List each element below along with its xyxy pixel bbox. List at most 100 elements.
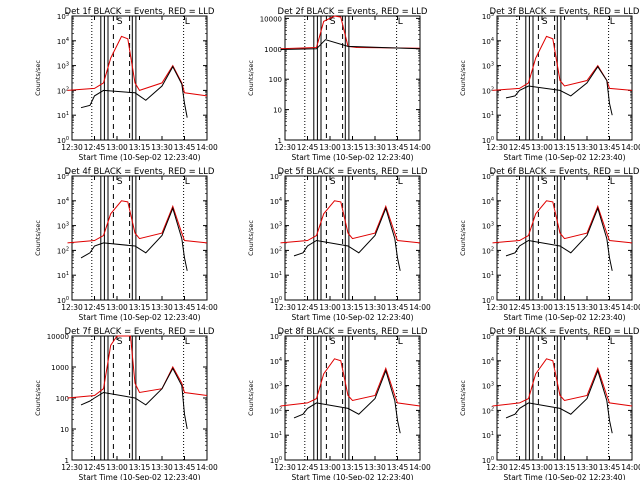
detector-panel: Det 9f BLACK = Events, RED = LLD 100 101 10… <box>459 327 640 480</box>
events-series-line <box>80 65 188 118</box>
detector-panel: Det 7f BLACK = Events, RED = LLD 1 10 100 10… <box>34 327 218 480</box>
x-tick-label: 13:15 <box>129 463 151 472</box>
end-label: L <box>398 177 403 187</box>
x-tick-label: 12:30 <box>486 463 508 472</box>
x-tick-label: 13:45 <box>174 303 196 312</box>
attenuator-label: S <box>330 337 336 347</box>
x-tick-label: 13:30 <box>576 463 598 472</box>
y-tick-label: 103 <box>482 222 494 231</box>
y-tick-label: 100 <box>482 296 494 305</box>
y-tick-label: 101 <box>270 271 282 280</box>
x-tick-label: 13:15 <box>342 463 364 472</box>
detector-panel: Det 4f BLACK = Events, RED = LLD 100 101 10… <box>34 167 218 322</box>
y-tick-label: 100 <box>270 456 282 465</box>
y-tick-label: 105 <box>482 172 494 181</box>
x-tick-label: 12:30 <box>274 143 296 152</box>
x-tick-label: 12:30 <box>486 143 508 152</box>
x-tick-label: 14:00 <box>409 303 431 312</box>
y-axis-label: Counts/sec <box>247 220 255 256</box>
y-tick-label: 100 <box>482 456 494 465</box>
y-tick-label: 105 <box>482 12 494 21</box>
y-axis-label: Counts/sec <box>247 380 255 416</box>
panel-title: Det 4f BLACK = Events, RED = LLD <box>65 167 215 177</box>
x-tick-label: 14:00 <box>409 143 431 152</box>
end-label: L <box>398 17 403 27</box>
panel-title: Det 5f BLACK = Events, RED = LLD <box>278 167 428 177</box>
y-tick-label: 10 <box>60 426 69 434</box>
y-axis-label: Counts/sec <box>459 220 467 256</box>
y-tick-label: 105 <box>57 172 69 181</box>
y-tick-label: 102 <box>57 246 69 255</box>
detector-panel: Det 3f BLACK = Events, RED = LLD 100 101 10… <box>459 7 640 162</box>
x-tick-label: 13:00 <box>106 143 128 152</box>
y-tick-label: 104 <box>270 197 282 206</box>
events-series-line <box>293 206 401 271</box>
x-tick-label: 13:30 <box>364 303 386 312</box>
x-axis-label: Start Time (10-Sep-02 12:23:40) <box>292 313 414 322</box>
x-tick-label: 13:45 <box>174 463 196 472</box>
x-tick-label: 14:00 <box>621 143 640 152</box>
y-tick-label: 102 <box>270 406 282 415</box>
x-tick-label: 13:00 <box>319 463 341 472</box>
y-tick-label: 100 <box>56 395 69 403</box>
x-tick-label: 14:00 <box>196 143 218 152</box>
end-label: L <box>185 337 190 347</box>
y-tick-label: 105 <box>482 332 494 341</box>
x-tick-label: 13:30 <box>364 463 386 472</box>
end-label: L <box>610 177 615 187</box>
detector-panel: Det 8f BLACK = Events, RED = LLD 100 101 10… <box>247 327 431 480</box>
y-tick-label: 104 <box>482 357 494 366</box>
x-tick-label: 12:30 <box>274 463 296 472</box>
x-tick-label: 13:00 <box>319 143 341 152</box>
events-series-line <box>505 65 613 116</box>
events-series-line <box>280 39 421 50</box>
x-tick-label: 13:00 <box>531 463 553 472</box>
x-tick-label: 14:00 <box>196 463 218 472</box>
x-tick-label: 12:30 <box>61 143 83 152</box>
x-axis-label: Start Time (10-Sep-02 12:23:40) <box>79 473 201 480</box>
panel-title: Det 7f BLACK = Events, RED = LLD <box>65 327 215 337</box>
y-tick-label: 10 <box>273 107 282 115</box>
x-tick-label: 13:15 <box>342 303 364 312</box>
x-tick-label: 13:15 <box>342 143 364 152</box>
x-axis-label: Start Time (10-Sep-02 12:23:40) <box>504 153 626 162</box>
y-tick-label: 105 <box>57 12 69 21</box>
lld-series-line <box>67 200 208 244</box>
x-tick-label: 13:15 <box>129 143 151 152</box>
x-tick-label: 13:45 <box>599 143 621 152</box>
y-tick-label: 103 <box>57 222 69 231</box>
x-tick-label: 13:15 <box>554 463 576 472</box>
y-tick-label: 102 <box>270 246 282 255</box>
y-tick-label: 100 <box>482 136 494 145</box>
attenuator-label: S <box>117 17 123 27</box>
events-series-line <box>80 367 188 430</box>
x-tick-label: 13:00 <box>106 303 128 312</box>
detector-panel: Det 5f BLACK = Events, RED = LLD 100 101 10… <box>247 167 431 322</box>
y-tick-label: 100 <box>270 296 282 305</box>
x-tick-label: 13:00 <box>531 143 553 152</box>
x-tick-label: 12:45 <box>84 143 106 152</box>
panel-title: Det 1f BLACK = Events, RED = LLD <box>65 7 215 17</box>
x-tick-label: 14:00 <box>196 303 218 312</box>
y-axis-label: Counts/sec <box>34 60 42 96</box>
y-tick-label: 102 <box>482 406 494 415</box>
x-tick-label: 12:45 <box>509 303 531 312</box>
y-tick-label: 104 <box>270 357 282 366</box>
attenuator-label: S <box>117 177 123 187</box>
y-tick-label: 101 <box>270 431 282 440</box>
panel-title: Det 2f BLACK = Events, RED = LLD <box>278 7 428 17</box>
y-tick-label: 103 <box>482 62 494 71</box>
x-tick-label: 13:15 <box>554 143 576 152</box>
x-tick-label: 13:30 <box>576 303 598 312</box>
x-tick-label: 12:45 <box>509 143 531 152</box>
x-axis-label: Start Time (10-Sep-02 12:23:40) <box>79 153 201 162</box>
lld-series-line <box>67 335 208 399</box>
y-tick-label: 104 <box>482 37 494 46</box>
x-tick-label: 13:30 <box>576 143 598 152</box>
y-tick-label: 105 <box>270 332 282 341</box>
x-tick-label: 13:00 <box>106 463 128 472</box>
end-label: L <box>610 337 615 347</box>
lld-series-line <box>280 358 421 407</box>
end-label: L <box>185 17 190 27</box>
x-tick-label: 13:30 <box>151 143 173 152</box>
